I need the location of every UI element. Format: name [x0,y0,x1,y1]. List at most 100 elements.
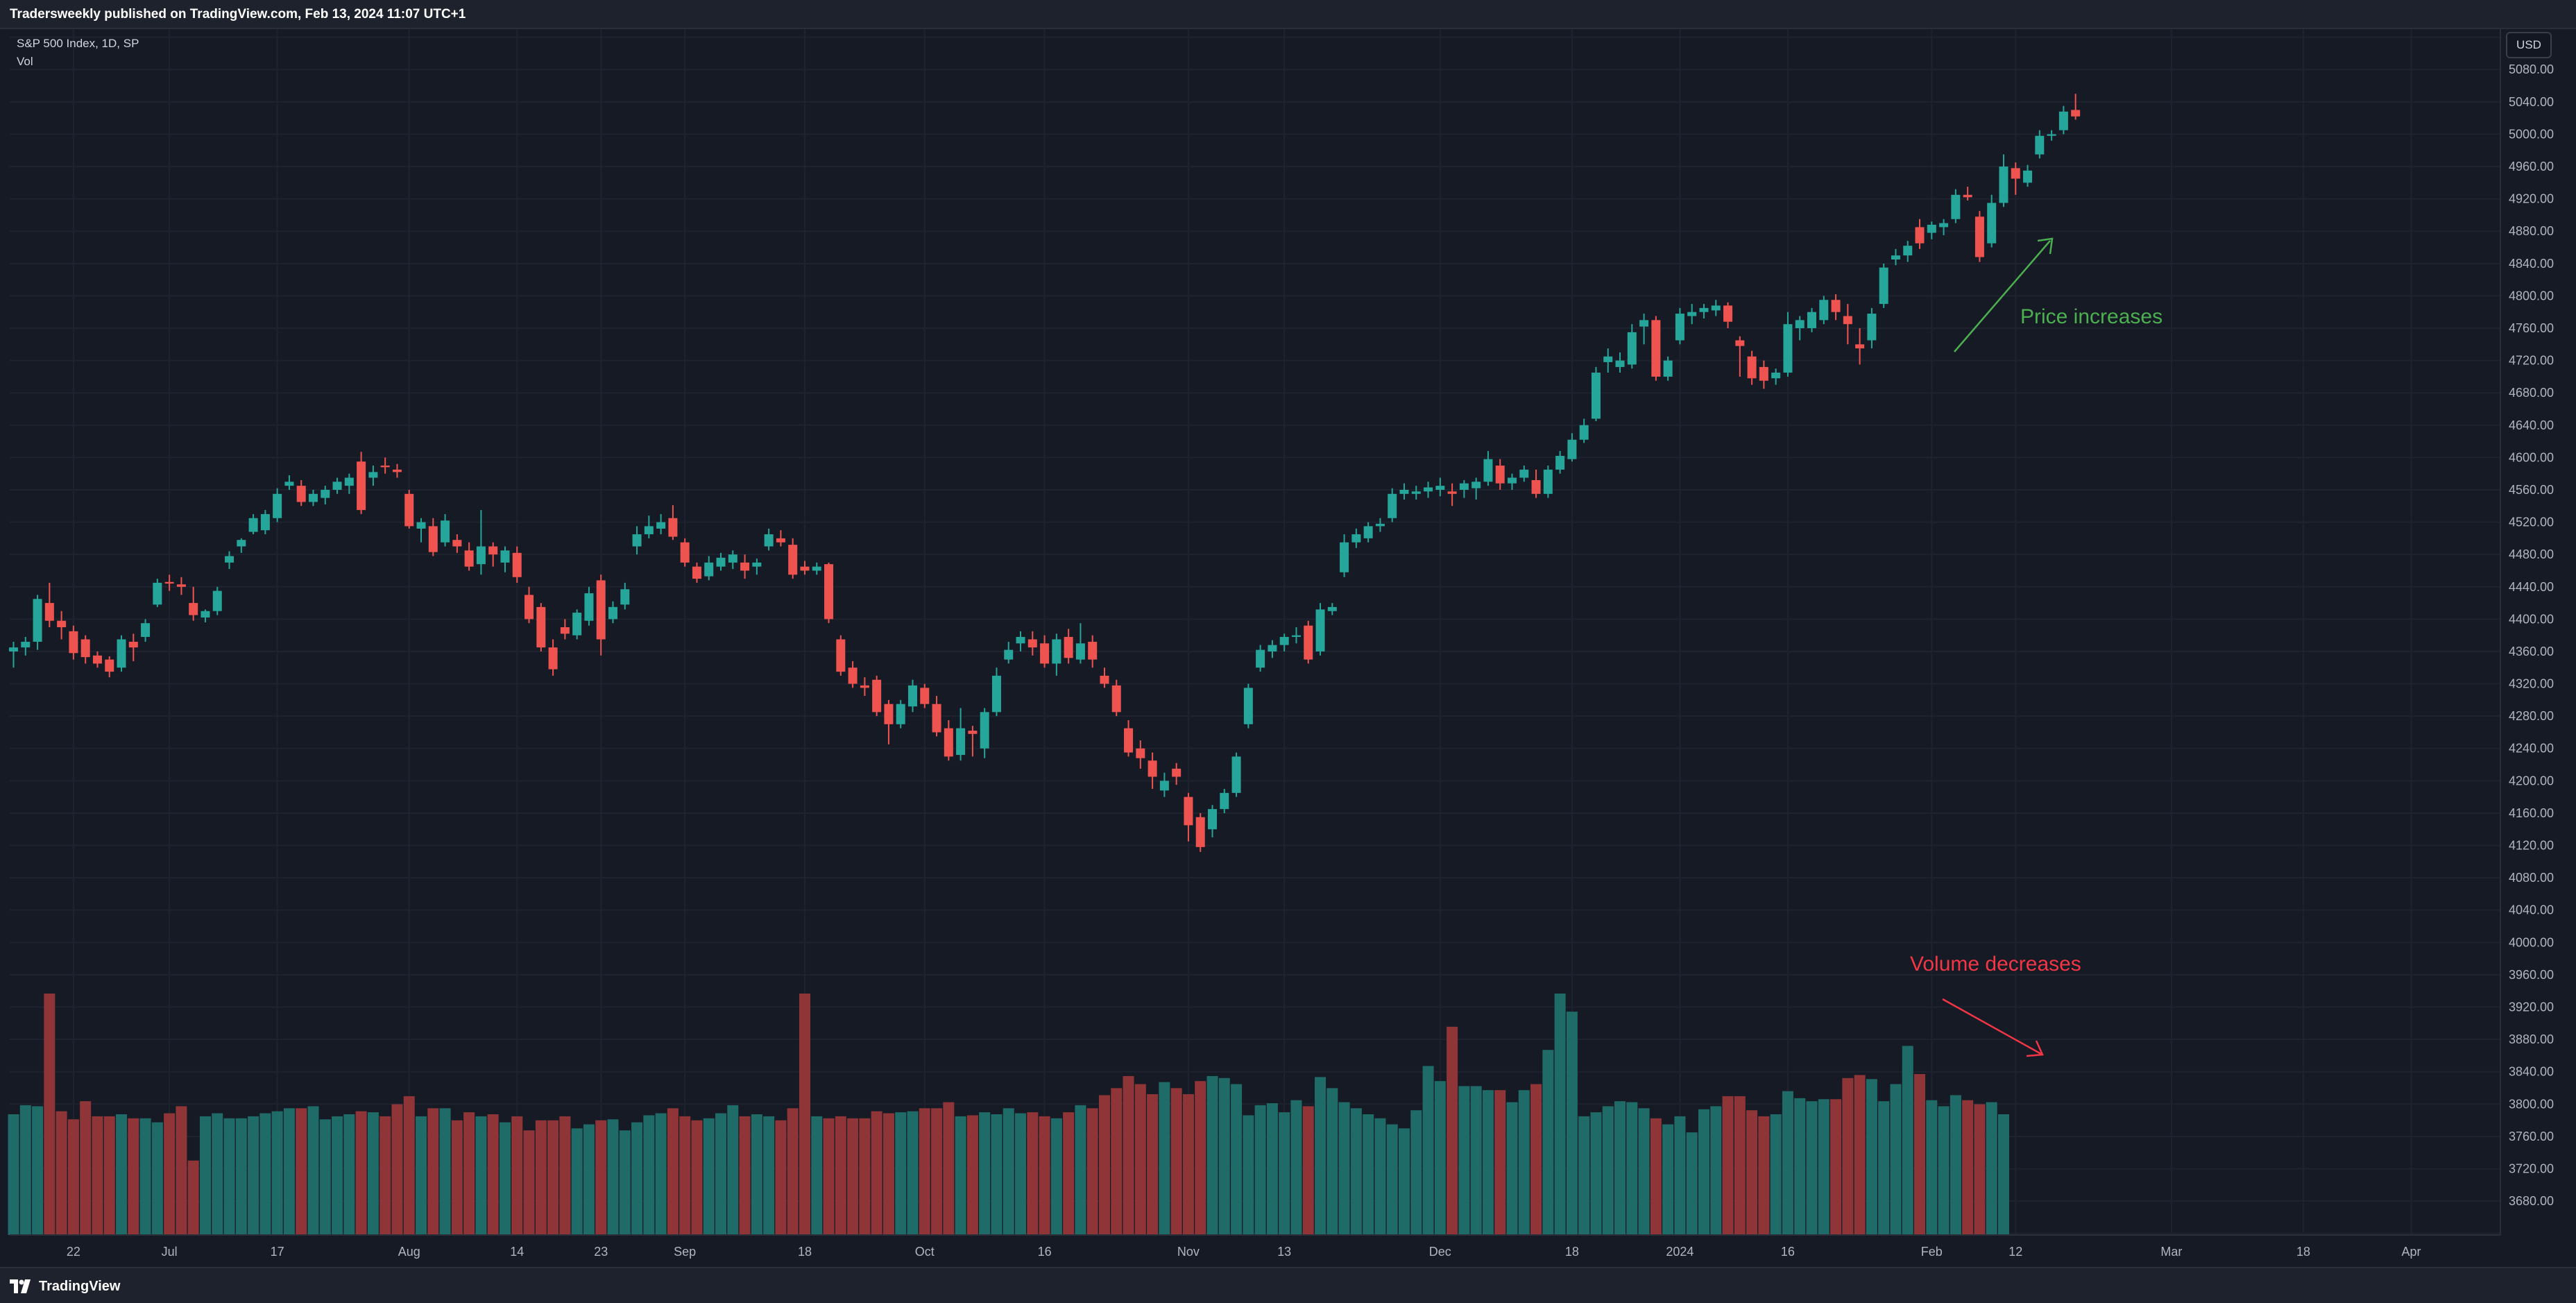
tradingview-logo[interactable]: TradingView [10,1278,120,1295]
volume-bar [1866,1079,1877,1235]
time-tick-label: Aug [398,1245,420,1259]
candle [596,574,606,656]
volume-down-arrow [1942,998,2042,1055]
candle-body [357,461,366,511]
volume-bar [1698,1109,1709,1235]
candle-body [1016,636,1025,644]
price-tick-label: 4240.00 [2509,742,2554,756]
candle [740,554,750,579]
volume-bar [1686,1132,1698,1235]
candle-body [1027,639,1037,648]
volume-bar [703,1118,715,1235]
currency-button[interactable]: USD [2506,32,2552,58]
candle-body [260,513,270,531]
chart-legend: S&P 500 Index, 1D, SP Vol [17,35,139,71]
candle [128,633,138,661]
volume-bar [547,1120,559,1235]
candle-body [1411,491,1421,494]
time-tick-label: Apr [2401,1245,2421,1259]
candle [584,586,594,626]
volume-bar [739,1116,751,1235]
volume-bar [1159,1082,1170,1235]
candle-body [1304,625,1313,660]
candle [860,677,869,697]
time-axis: 22 Jul 17 Aug 14 23 Sep 18 Oct 16 Nov 13 Dec 18 2024 16… [10,1234,2500,1259]
volume-bar [1363,1114,1374,1235]
volume-bar [235,1118,247,1235]
tradingview-logo-icon [10,1279,31,1293]
candle [704,556,714,581]
candle [1075,623,1085,664]
candle-body [1555,456,1565,470]
candle [189,586,198,621]
time-tick-label: 2024 [1666,1245,1694,1259]
candle [800,561,810,575]
candle [117,635,126,672]
volume-bar [1302,1106,1314,1235]
volume-bar [631,1122,643,1235]
volume-bars [8,994,2009,1235]
time-tick-label: 13 [1277,1245,1291,1259]
volume-bar [882,1113,894,1235]
volume-bar [595,1120,607,1235]
volume-bar [751,1114,762,1235]
candle-body [548,647,558,670]
volume-bar [1231,1084,1243,1235]
price-tick-label: 3920.00 [2509,1000,2554,1014]
volume-bar [859,1118,871,1235]
candle-body [512,552,522,577]
candle [1615,352,1625,373]
candle-body [1974,216,1984,257]
candle-body [1867,314,1877,341]
volume-bar [1878,1101,1890,1235]
price-increases-annotation: Price increases [2020,305,2163,328]
candle-body [1903,246,1913,256]
candle-body [1735,340,1745,346]
volume-indicator-label[interactable]: Vol [17,55,33,68]
volume-bar [1254,1105,1266,1235]
candle-body [1663,360,1673,377]
volume-bar [116,1114,128,1235]
volume-bar [1482,1090,1494,1235]
volume-bar [212,1113,223,1235]
candle [321,486,330,504]
volume-bar [1290,1100,1302,1235]
volume-bar [583,1124,595,1235]
volume-bar [1243,1115,1254,1235]
candle [57,611,67,640]
time-tick-label: 17 [271,1245,284,1259]
volume-bar [1530,1084,1542,1235]
candle-body [464,550,474,567]
candle [1447,483,1457,506]
candle [69,625,78,660]
candle [1088,635,1098,668]
candle [1100,667,1109,688]
volume-bar [1266,1103,1278,1235]
candle [1987,194,1997,248]
candle-body [656,522,666,529]
candle [1435,477,1445,497]
volume-bar [895,1112,907,1235]
price-up-arrow [1954,240,2051,352]
price-tick-label: 5040.00 [2509,95,2554,109]
candle [153,579,162,607]
candle-body [1831,300,1841,312]
candle [1195,812,1205,852]
candle-body [1747,356,1757,379]
candle-body [452,540,462,547]
candle [1231,752,1241,797]
price-chart[interactable]: 3680.00 3720.00 3760.00 3800.00 3840.00 3880.… [0,0,2576,1267]
candle-body [1195,817,1205,847]
candle-body [476,546,486,565]
candle [332,477,342,494]
volume-bar [1315,1077,1327,1235]
price-tick-label: 4760.00 [2509,321,2554,335]
price-tick-label: 4680.00 [2509,386,2554,400]
candle [1567,433,1577,462]
candle-body [380,466,390,468]
price-tick-label: 4360.00 [2509,645,2554,658]
candle [1879,263,1888,308]
symbol-label[interactable]: S&P 500 Index, 1D, SP [17,37,139,50]
volume-bar [80,1101,92,1235]
candle-body [21,641,31,648]
